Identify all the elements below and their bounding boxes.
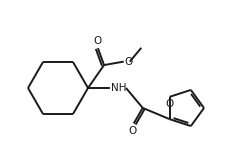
Text: O: O: [165, 99, 174, 109]
Text: O: O: [129, 125, 137, 135]
Text: O: O: [94, 36, 102, 46]
Text: NH: NH: [111, 83, 126, 93]
Text: O: O: [125, 57, 133, 67]
